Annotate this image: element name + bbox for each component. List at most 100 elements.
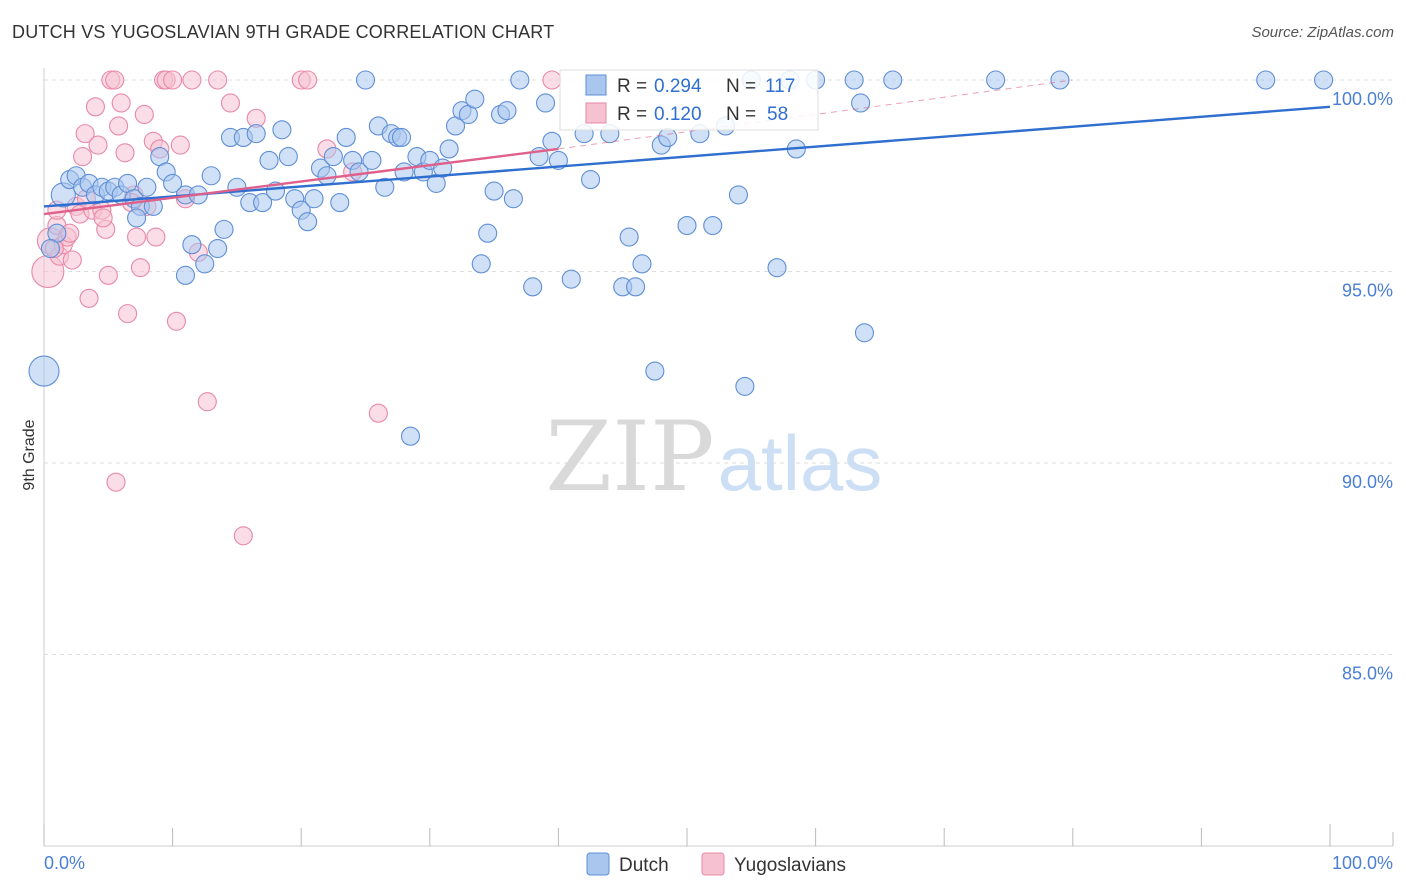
dutch-point xyxy=(465,89,485,109)
dutch-trend-line xyxy=(43,105,1331,208)
dutch-point xyxy=(259,150,279,170)
dutch-point xyxy=(735,376,755,396)
yugo-point xyxy=(105,70,125,90)
yugo-point xyxy=(170,135,190,155)
dutch-point xyxy=(227,177,247,197)
yugoslavian-points xyxy=(31,70,562,546)
legend-n-dutch: 117 xyxy=(765,76,795,97)
bottom-legend: Dutch Yugoslavians xyxy=(586,852,846,876)
y-tick-label: 90.0% xyxy=(1342,472,1393,492)
dutch-point xyxy=(182,235,202,255)
yugo-point xyxy=(106,472,126,492)
dutch-point xyxy=(478,223,498,243)
bottom-legend-dutch: Dutch xyxy=(619,855,669,876)
dutch-point xyxy=(503,189,523,209)
dutch-point xyxy=(854,323,875,343)
dutch-point xyxy=(677,215,697,236)
grid-layer xyxy=(44,79,1393,655)
dutch-point xyxy=(548,150,568,170)
yugo-point xyxy=(233,526,253,546)
dutch-point xyxy=(317,166,337,186)
dutch-point xyxy=(265,181,286,201)
y-tick-label: 85.0% xyxy=(1342,664,1393,684)
yugo-point xyxy=(220,93,241,113)
dutch-point xyxy=(658,127,678,147)
yugo-point xyxy=(166,311,187,331)
y-axis-label: 9th Grade xyxy=(21,419,38,490)
bottom-legend-swatch-yugo xyxy=(701,852,725,876)
yugo-point xyxy=(134,104,154,125)
dutch-point xyxy=(336,127,356,147)
legend-n-yugo: 58 xyxy=(767,104,788,125)
yugo-point xyxy=(109,116,129,136)
yugo-point xyxy=(93,208,113,228)
dutch-point xyxy=(175,265,196,285)
dutch-point xyxy=(330,193,350,213)
dutch-point xyxy=(208,238,228,259)
bottom-legend-yugo: Yugoslavians xyxy=(734,855,846,876)
source-label: Source: ZipAtlas.com xyxy=(1251,24,1394,41)
yugo-point xyxy=(85,97,105,117)
dutch-point xyxy=(645,361,665,381)
dutch-point xyxy=(323,147,343,167)
yugo-point xyxy=(111,93,131,113)
dutch-point xyxy=(246,124,266,144)
dutch-point xyxy=(253,193,273,213)
dutch-point xyxy=(1314,70,1334,90)
x-tick-label-min: 0.0% xyxy=(44,853,85,873)
dutch-point xyxy=(1050,70,1070,90)
dutch-point xyxy=(195,254,215,274)
axes-layer: 85.0% 90.0% 95.0% 100.0% 0.0% 100.0% xyxy=(43,68,1394,873)
dutch-point xyxy=(278,147,298,167)
yugo-point xyxy=(115,143,135,163)
yugo-trend-line xyxy=(43,147,559,216)
yugo-point xyxy=(298,70,318,90)
dutch-point xyxy=(626,277,646,297)
dutch-point xyxy=(375,177,395,197)
dutch-point xyxy=(298,212,318,232)
watermark-zip: ZIP xyxy=(545,401,714,513)
yugo-point xyxy=(208,70,228,90)
dutch-point xyxy=(703,215,723,236)
dutch-point xyxy=(580,170,601,190)
dutch-point xyxy=(127,208,147,228)
legend-swatch-yugo xyxy=(585,102,607,124)
dutch-point xyxy=(767,258,787,278)
dutch-point xyxy=(986,70,1006,90)
dutch-point xyxy=(272,120,292,140)
dutch-point xyxy=(28,355,60,387)
yugo-point xyxy=(62,250,82,270)
yugo-point xyxy=(197,392,217,412)
dutch-point xyxy=(201,166,221,186)
watermark-atlas: atlas xyxy=(718,419,883,507)
yugo-point xyxy=(118,304,138,324)
dutch-point xyxy=(391,127,412,147)
dutch-point xyxy=(619,227,639,247)
yugo-point xyxy=(182,70,202,90)
yugo-point xyxy=(98,265,118,285)
yugo-point xyxy=(88,135,108,155)
legend-swatch-dutch xyxy=(585,74,607,96)
yugo-point xyxy=(75,124,95,144)
dutch-point xyxy=(883,70,903,90)
dutch-point xyxy=(40,238,60,259)
dutch-point xyxy=(362,150,382,170)
dutch-point xyxy=(844,70,864,90)
dutch-point xyxy=(400,426,421,446)
yugo-trend-extension xyxy=(558,79,1073,150)
watermark: ZIP atlas xyxy=(545,401,882,513)
dutch-point xyxy=(1256,70,1276,90)
yugo-point xyxy=(127,227,147,247)
yugo-point xyxy=(542,70,562,90)
yugo-point xyxy=(163,70,183,90)
dutch-point xyxy=(632,254,652,274)
dutch-point xyxy=(728,185,748,205)
dutch-point xyxy=(510,70,530,90)
yugo-point xyxy=(79,288,99,308)
dutch-point xyxy=(523,277,543,297)
bottom-legend-swatch-dutch xyxy=(586,852,610,876)
dutch-point xyxy=(535,93,556,113)
yugo-point xyxy=(130,258,150,278)
top-legend: R = 0.294 N = 117 R = 0.120 N = 58 xyxy=(559,69,819,131)
